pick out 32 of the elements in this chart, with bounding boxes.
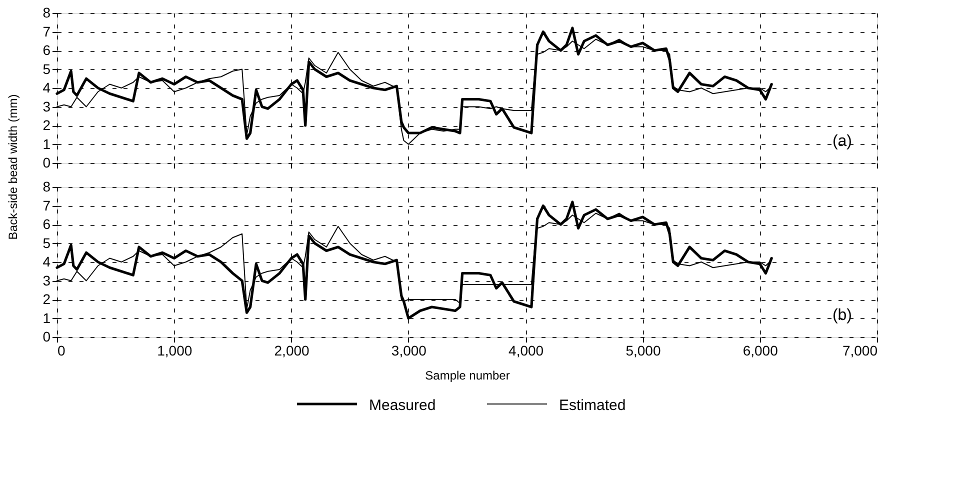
y-tick-label: 6: [42, 42, 51, 58]
y-tick-label: 5: [42, 234, 51, 251]
y-tick-label: 3: [42, 272, 51, 288]
annotation: (a): [832, 133, 852, 150]
x-tick-label: 6,000: [742, 342, 778, 358]
x-tick-label: 7,000: [842, 342, 878, 358]
y-tick-label: 2: [42, 291, 51, 307]
y-tick-label: 5: [42, 60, 51, 77]
x-tick-label: 5,000: [626, 342, 661, 358]
y-tick-label: 8: [42, 178, 51, 194]
y-tick-label: 2: [42, 117, 51, 133]
legend-label: Measured: [369, 397, 436, 414]
y-tick-label: 0: [42, 328, 51, 344]
x-tick-label: 3,000: [391, 342, 427, 358]
y-tick-label: 1: [42, 136, 51, 152]
y-tick-label: 1: [42, 310, 51, 326]
y-tick-label: 7: [42, 197, 51, 214]
annotation: (b): [832, 307, 852, 324]
x-tick-label: 1,000: [157, 342, 192, 358]
y-tick-label: 4: [42, 80, 51, 96]
y-tick-label: 7: [42, 23, 51, 40]
y-tick-label: 6: [42, 216, 51, 232]
x-axis-title: Sample number: [425, 368, 510, 382]
y-tick-label: 8: [42, 4, 51, 20]
y-axis-title: Back-side bead width (mm): [6, 94, 20, 240]
y-tick-label: 0: [42, 154, 51, 170]
y-tick-label: 3: [42, 98, 51, 114]
x-tick-label: 0: [58, 342, 66, 358]
y-tick-label: 4: [42, 254, 51, 270]
x-tick-label: 4,000: [508, 342, 544, 358]
x-tick-label: 2,000: [274, 342, 310, 358]
legend-label: Estimated: [559, 397, 626, 414]
